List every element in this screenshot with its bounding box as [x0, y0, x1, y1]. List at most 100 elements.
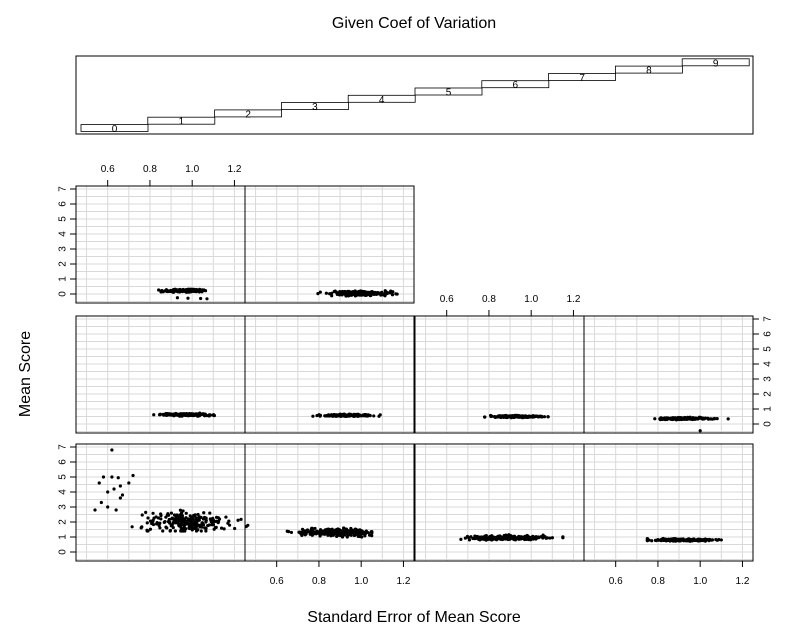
- data-point: [683, 538, 687, 542]
- x-tick-label: 0.8: [312, 576, 326, 587]
- data-point: [178, 508, 183, 512]
- data-point: [151, 511, 155, 515]
- y-axis-title: Mean Score: [17, 331, 34, 417]
- data-point: [157, 413, 162, 417]
- panel-given-0: [75, 443, 250, 562]
- y-tick-label: 0: [763, 421, 774, 427]
- data-point: [354, 412, 358, 417]
- data-point: [208, 517, 212, 521]
- data-point: [199, 529, 203, 533]
- data-point: [139, 526, 143, 530]
- data-point: [227, 519, 231, 523]
- data-point: [197, 516, 201, 520]
- data-point: [509, 415, 513, 419]
- data-point: [672, 538, 676, 542]
- data-point: [699, 415, 703, 420]
- data-point: [354, 529, 358, 534]
- data-point: [524, 414, 529, 419]
- data-point: [140, 513, 144, 517]
- data-point: [659, 539, 663, 543]
- data-point: [187, 518, 192, 522]
- y-tick-label: 5: [58, 474, 69, 480]
- data-point: [311, 414, 315, 418]
- data-point: [358, 528, 362, 532]
- data-point: [518, 537, 522, 541]
- data-point: [346, 294, 351, 298]
- data-point: [203, 412, 208, 416]
- data-point: [158, 526, 162, 530]
- data-point: [377, 414, 381, 418]
- data-point: [347, 413, 351, 417]
- data-point: [346, 291, 350, 295]
- data-point: [190, 413, 194, 417]
- data-point: [202, 511, 206, 515]
- data-point: [162, 413, 166, 417]
- given-interval-label: 4: [379, 95, 385, 106]
- data-point: [173, 529, 177, 533]
- data-point: [239, 517, 243, 521]
- data-point: [176, 289, 180, 293]
- data-point: [372, 414, 376, 418]
- given-panel: 0 1 2 3 4 5 6 7 8 9: [75, 55, 754, 135]
- data-point: [695, 538, 699, 543]
- chart-title: Given Coef of Variation: [332, 15, 496, 32]
- panel-grid: [76, 316, 245, 433]
- data-point: [181, 529, 186, 533]
- data-point: [348, 531, 352, 536]
- data-point: [318, 414, 322, 418]
- data-point: [202, 288, 206, 292]
- data-point: [176, 412, 180, 417]
- data-point: [168, 521, 172, 525]
- panel-points: [311, 412, 382, 419]
- y-tick-label: 7: [763, 316, 774, 322]
- data-point: [357, 534, 361, 539]
- panel-given-6: [414, 315, 585, 434]
- data-point: [342, 412, 346, 416]
- data-point: [189, 524, 193, 528]
- data-point: [303, 532, 307, 536]
- data-point: [650, 539, 654, 543]
- data-point: [376, 291, 380, 295]
- data-point: [512, 414, 516, 418]
- y-axis: 0 1 2 3 4 5 6 7: [58, 186, 77, 297]
- data-point: [342, 526, 346, 530]
- data-point: [467, 535, 471, 540]
- data-point: [101, 475, 106, 479]
- data-point: [687, 538, 692, 542]
- data-point: [184, 289, 188, 293]
- data-point: [236, 518, 240, 522]
- data-point: [668, 539, 672, 543]
- data-point: [211, 520, 215, 524]
- data-point: [351, 292, 355, 296]
- y-tick-label: 3: [58, 246, 69, 252]
- data-point: [330, 294, 334, 298]
- data-point: [182, 523, 186, 527]
- data-point: [146, 529, 150, 533]
- data-point: [118, 484, 122, 488]
- data-point: [365, 292, 370, 296]
- data-point: [698, 429, 702, 433]
- data-point: [201, 517, 206, 521]
- data-point: [211, 516, 215, 520]
- data-point: [548, 536, 552, 540]
- data-point: [663, 417, 667, 422]
- data-point: [531, 414, 535, 418]
- data-point: [315, 413, 319, 418]
- data-point: [158, 521, 162, 525]
- data-point: [489, 413, 493, 418]
- y-tick-label: 4: [763, 361, 774, 367]
- panel-points: [152, 411, 216, 418]
- data-point: [476, 535, 480, 539]
- panel-frame: [244, 315, 415, 434]
- panel-grid: [584, 316, 753, 433]
- panel-points: [285, 526, 374, 539]
- y-tick-label: 7: [58, 186, 69, 192]
- data-point: [289, 530, 294, 535]
- data-point: [222, 527, 226, 531]
- panel-given-8: [75, 185, 246, 304]
- data-point: [339, 413, 343, 417]
- data-point: [106, 505, 110, 509]
- x-tick-label: 0.6: [609, 576, 623, 587]
- data-point: [227, 523, 232, 527]
- data-point: [313, 526, 317, 531]
